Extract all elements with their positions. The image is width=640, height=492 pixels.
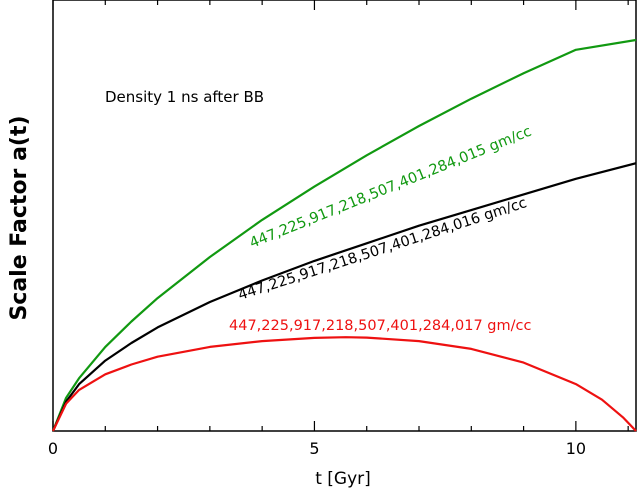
series-label-1: 447,225,917,218,507,401,284,016 gm/cc [236, 195, 529, 304]
x-axis-label: t [Gyr] [315, 469, 371, 489]
x-tick-label: 0 [48, 439, 58, 458]
series-line-2 [52, 336, 637, 432]
series-line-1 [51, 162, 637, 432]
x-tick-label: 5 [309, 439, 319, 458]
y-axis-label: Scale Factor a(t) [7, 115, 32, 320]
labels-layer: 447,225,917,218,507,401,284,015 gm/cc447… [229, 124, 534, 334]
x-tick-label: 10 [566, 439, 586, 458]
plot-frame [52, 0, 637, 432]
x-ticks: 0 5 10 [48, 0, 629, 458]
series-label-2: 447,225,917,218,507,401,284,017 gm/cc [229, 318, 531, 334]
series-layer [51, 38, 637, 432]
annotation-text: Density 1 ns after BB [105, 88, 264, 106]
series-line-0 [51, 38, 637, 432]
